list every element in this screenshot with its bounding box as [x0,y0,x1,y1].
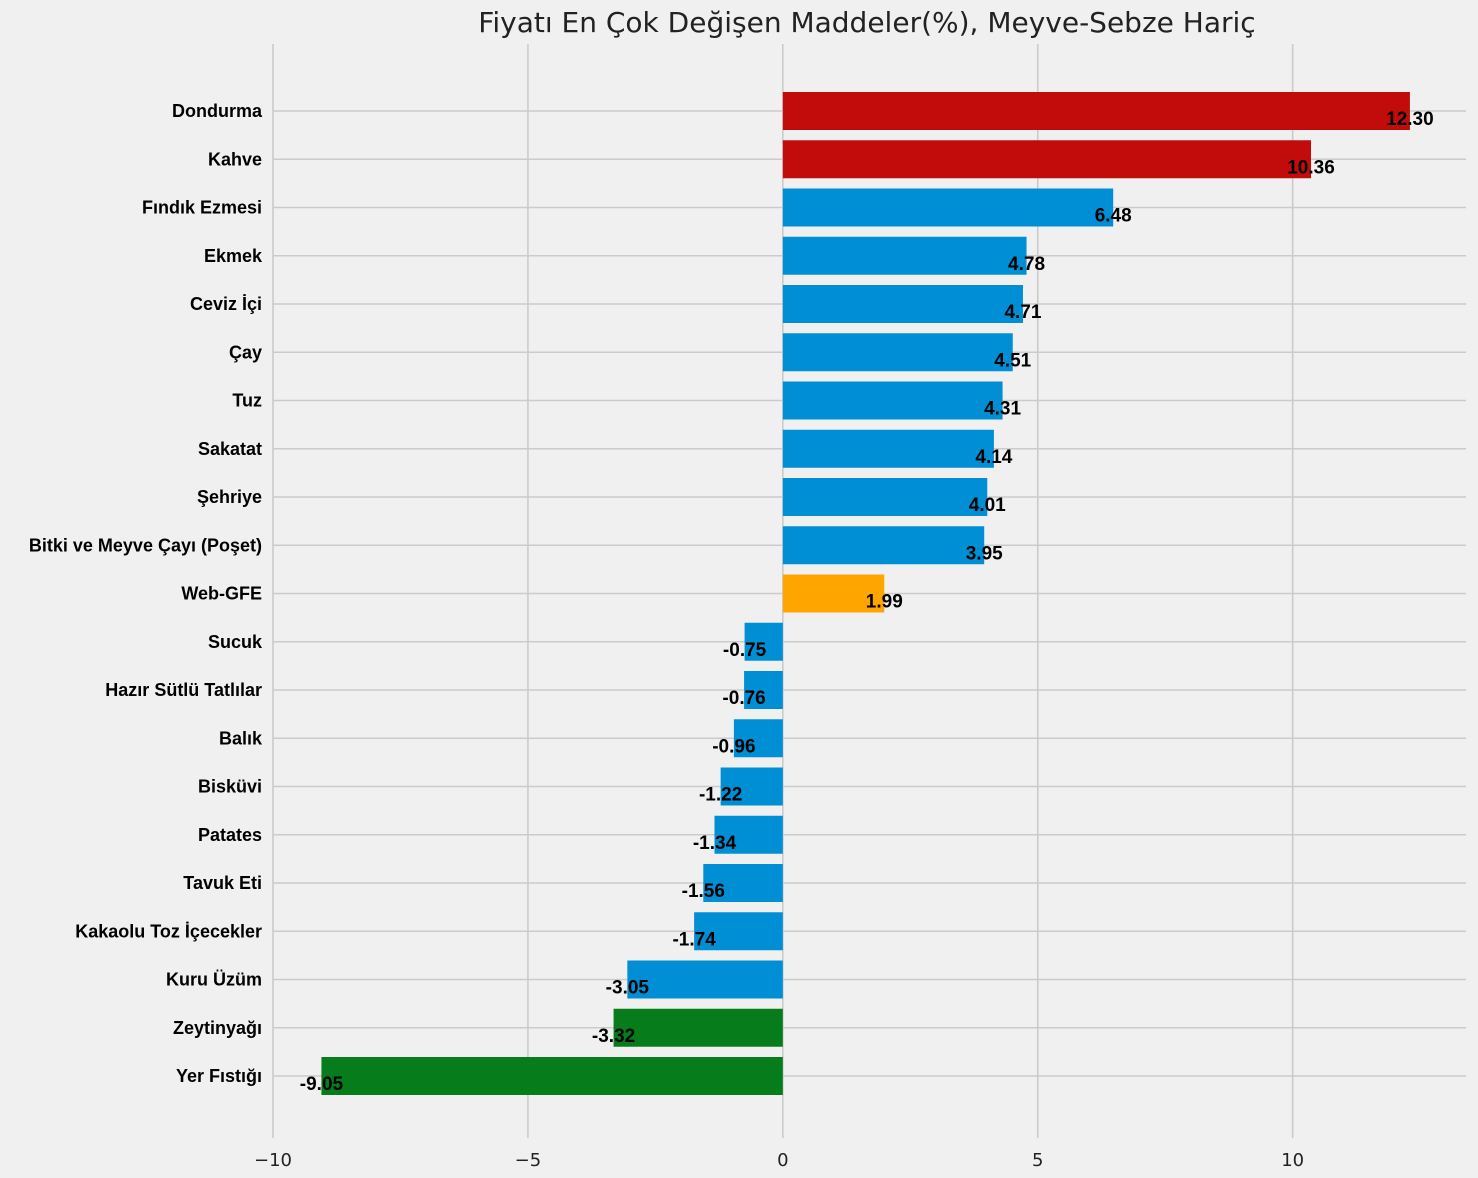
y-tick-label: Sucuk [208,632,263,652]
data-label: 3.95 [966,543,1003,564]
bar [694,912,783,951]
x-tick-label: −5 [515,1150,542,1171]
bar [744,622,783,661]
y-tick-label: Ekmek [204,246,263,266]
bar [714,815,783,854]
x-axis-ticks: −10 −5 0 5 10 [254,1150,1304,1171]
data-label: 12.30 [1386,109,1434,130]
bar [627,960,783,999]
bar [703,864,783,902]
label-layer: 12.30 10.36 6.48 4.78 4.71 4.51 4.31 4.14 4.01 3.… [300,109,1434,1095]
y-tick-label: Bitki ve Meyve Çayı (Poşet) [29,535,262,555]
bar [782,381,1003,420]
y-tick-label: Hazır Sütlü Tatlılar [105,680,262,700]
bar [782,140,1312,179]
data-label: -1.74 [672,929,716,950]
y-tick-label: Fındık Ezmesi [142,198,262,218]
y-tick-label: Patates [198,825,262,845]
y-tick-label: Tuz [232,391,262,411]
y-tick-label: Kuru Üzüm [166,970,262,990]
y-tick-label: Zeytinyağı [173,1018,262,1038]
y-tick-label: Dondurma [172,101,263,121]
data-label: -0.96 [712,736,755,757]
bar [782,188,1114,227]
data-label: 4.31 [984,399,1021,420]
y-tick-label: Tavuk Eti [183,873,262,893]
y-tick-label: Yer Fıstığı [176,1066,262,1086]
data-label: -3.32 [592,1026,635,1047]
y-tick-label: Şehriye [197,487,262,507]
bar [782,526,985,565]
data-label: 4.01 [969,495,1006,516]
data-label: -1.22 [699,785,742,806]
x-tick-label: −10 [254,1150,292,1171]
data-label: 10.36 [1287,157,1335,178]
chart-title: Fiyatı En Çok Değişen Maddeler(%), Meyve… [478,6,1255,39]
data-label: -1.34 [693,833,737,854]
bar-layer [321,92,1410,1095]
bar [782,333,1013,372]
bar [733,719,783,758]
data-label: 4.71 [1004,302,1041,323]
y-tick-label: Kakaolu Toz İçecekler [75,921,262,941]
bar [720,767,783,806]
y-tick-label: Balık [219,728,263,748]
x-tick-label: 10 [1281,1150,1304,1171]
data-label: -3.05 [606,978,650,999]
y-axis-ticks: Dondurma Kahve Fındık Ezmesi Ekmek Ceviz İçi… [29,101,263,1086]
x-tick-label: 0 [777,1150,788,1171]
data-label: 6.48 [1095,206,1132,227]
y-tick-label: Sakatat [198,439,262,459]
y-tick-label: Çay [229,342,262,362]
data-label: 4.78 [1008,254,1045,275]
y-tick-label: Kahve [208,149,262,169]
bar [782,236,1027,275]
data-label: -0.76 [722,688,765,709]
data-label: -9.05 [300,1074,344,1095]
y-tick-label: Bisküvi [198,777,262,797]
data-label: 1.99 [866,592,903,613]
data-label: -0.75 [723,640,767,661]
data-label: 4.51 [994,350,1031,371]
bar [782,429,994,468]
data-label: 4.14 [975,447,1012,468]
bar [613,1008,783,1047]
y-tick-label: Web-GFE [181,584,262,604]
bar [744,671,783,709]
x-tick-label: 5 [1032,1150,1043,1171]
bar [782,478,988,516]
y-tick-label: Ceviz İçi [190,294,262,314]
data-label: -1.56 [682,881,725,902]
bar [782,92,1410,130]
bar [782,574,885,613]
bar [321,1057,783,1095]
bar [782,285,1023,323]
